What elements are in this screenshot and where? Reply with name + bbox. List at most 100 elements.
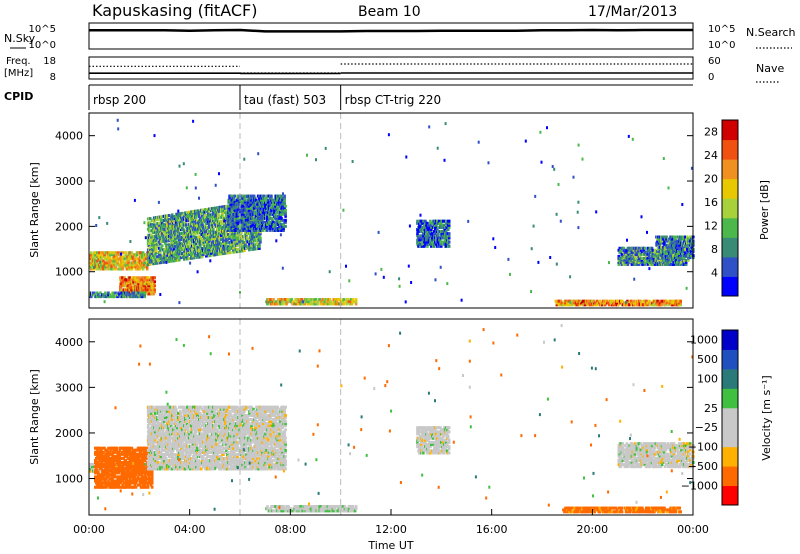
echo-cell — [680, 254, 683, 258]
echo-cell — [603, 301, 607, 305]
echo-cell — [209, 237, 212, 241]
echo-cell — [250, 210, 254, 214]
echo-cell — [447, 236, 451, 240]
sparse-echo — [404, 300, 407, 304]
echo-cell — [617, 303, 620, 307]
echo-cell — [218, 228, 221, 232]
echo-cell — [149, 237, 153, 241]
freq-ytick-left-top: 18 — [43, 56, 56, 67]
echo-cell — [163, 248, 167, 251]
echo-cell — [188, 240, 191, 244]
echo-cell — [420, 219, 423, 223]
sparse-echo — [348, 279, 351, 283]
echo-cell — [245, 206, 249, 210]
echo-cell — [435, 240, 438, 244]
freq-frame — [88, 56, 694, 80]
echo-cell — [208, 229, 211, 233]
echo-cell — [241, 245, 244, 249]
echo-cell — [194, 236, 197, 239]
echo-cell — [326, 302, 330, 306]
echo-cell — [125, 288, 128, 292]
echo-cell — [105, 295, 108, 299]
echo-cell — [580, 301, 584, 305]
echo-cell — [675, 254, 678, 258]
echo-cell — [651, 252, 655, 256]
echo-cell — [143, 293, 146, 297]
echo-cell — [220, 219, 223, 223]
echo-cell — [248, 248, 251, 252]
echo-cell — [248, 238, 251, 242]
echo-cell — [422, 219, 425, 223]
echo-cell — [668, 260, 672, 264]
echo-cell — [220, 238, 223, 242]
echo-cell — [155, 218, 159, 221]
sparse-echo — [436, 146, 439, 150]
echo-cell — [179, 212, 182, 216]
echo-cell — [419, 223, 422, 227]
echo-cell — [647, 254, 651, 258]
echo-cell — [138, 276, 141, 280]
echo-cell — [680, 237, 683, 241]
sparse-echo — [633, 277, 636, 281]
echo-cell — [120, 282, 123, 286]
echo-cell — [221, 250, 224, 254]
echo-cell — [108, 481, 111, 485]
echo-cell — [629, 260, 633, 264]
echo-cell — [684, 260, 688, 264]
echo-cell — [276, 218, 279, 222]
echo-cell — [206, 207, 209, 211]
echo-cell — [110, 469, 113, 473]
echo-cell — [656, 252, 659, 255]
echo-cell — [212, 227, 215, 231]
power-colorbar-label: Power [dB] — [758, 180, 771, 240]
echo-cell — [668, 256, 671, 260]
echo-cell — [637, 260, 641, 264]
echo-cell — [651, 248, 655, 252]
sparse-echo — [487, 161, 490, 165]
echo-cell — [199, 217, 202, 220]
echo-cell — [250, 194, 254, 198]
noise-panel: N.Sky 10^5 10^0 10^5 10^0 N.Search — [4, 22, 796, 51]
echo-cell — [281, 198, 284, 202]
echo-cell — [686, 235, 689, 239]
echo-cell — [279, 224, 282, 228]
sparse-echo — [540, 160, 543, 164]
echo-cell — [282, 218, 285, 222]
sparse-echo — [106, 221, 109, 225]
echo-cell — [233, 221, 236, 225]
sparse-echo — [270, 224, 273, 228]
echo-cell — [282, 228, 285, 232]
echo-cell — [311, 298, 315, 302]
echo-cell — [270, 194, 273, 198]
echo-cell — [626, 258, 630, 262]
echo-cell — [241, 206, 245, 210]
sparse-echo — [275, 239, 278, 243]
echo-cell — [447, 221, 451, 225]
echo-cell — [640, 250, 644, 254]
echo-cell — [245, 226, 249, 230]
echo-cell — [239, 224, 243, 228]
echo-cell — [128, 276, 131, 280]
echo-cell — [220, 234, 223, 238]
echo-cell — [201, 247, 204, 250]
echo-cell — [217, 212, 220, 216]
sparse-echo — [387, 133, 390, 137]
echo-cell — [167, 214, 171, 217]
power-colorbar-swatch-1 — [722, 256, 738, 277]
sparse-echo — [572, 175, 575, 179]
echo-cell — [189, 242, 192, 246]
echo-cell — [99, 452, 102, 456]
echo-cell — [341, 300, 345, 304]
sparse-echo — [165, 260, 168, 264]
echo-cell — [277, 208, 280, 212]
echo-cell — [275, 226, 278, 230]
echo-cell — [143, 295, 146, 299]
echo-cell — [130, 265, 134, 269]
echo-cell — [253, 245, 256, 249]
echo-cell — [164, 220, 168, 224]
echo-cell — [154, 247, 158, 251]
echo-cell — [232, 196, 236, 200]
echo-cell — [252, 206, 256, 210]
echo-cell — [251, 233, 254, 237]
echo-cell — [137, 293, 140, 297]
